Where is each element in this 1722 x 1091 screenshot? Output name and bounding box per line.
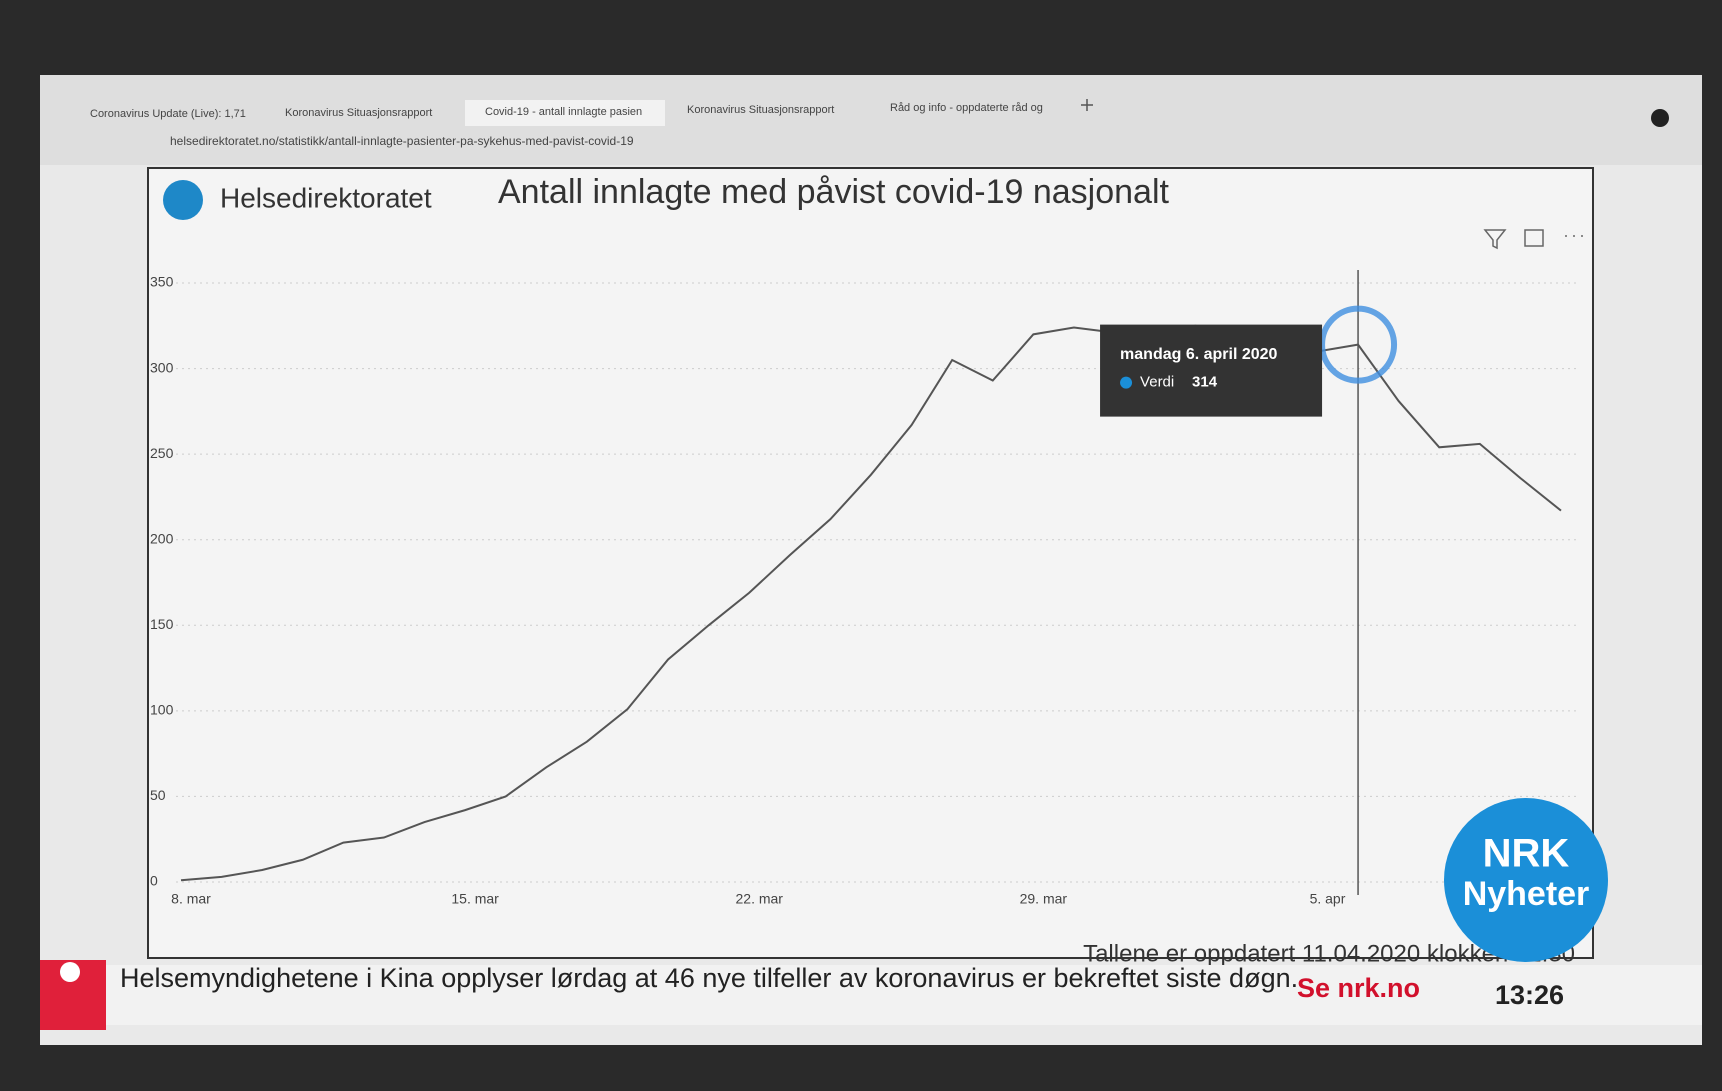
tooltip-label: Verdi [1140, 374, 1174, 391]
tooltip-swatch [1120, 377, 1132, 389]
tab-title[interactable]: Coronavirus Update (Live): 1,71 [90, 108, 246, 120]
x-tick-label: 22. mar [736, 891, 784, 907]
ticker-dot [60, 962, 80, 982]
tooltip-title: mandag 6. april 2020 [1120, 346, 1278, 363]
tab-title[interactable]: Koronavirus Situasjonsrapport [687, 104, 834, 116]
badge-line1: NRK [1483, 832, 1570, 876]
browser-chrome [40, 75, 1702, 165]
y-tick-label: 0 [150, 873, 158, 889]
tab-title[interactable]: Koronavirus Situasjonsrapport [285, 107, 432, 119]
ticker-link: Se nrk.no [1297, 973, 1420, 1003]
y-tick-label: 100 [150, 702, 174, 718]
tab-title[interactable]: Covid-19 - antall innlagte pasien [485, 106, 642, 118]
tab-title[interactable]: Råd og info - oppdaterte råd og [890, 102, 1043, 114]
chart-title: Antall innlagte med påvist covid-19 nasj… [498, 173, 1170, 211]
page: Coronavirus Update (Live): 1,71 Koronavi… [0, 0, 1722, 1091]
tooltip-box [1100, 325, 1322, 417]
profile-icon[interactable] [1651, 109, 1669, 127]
x-tick-label: 29. mar [1020, 891, 1068, 907]
address-bar[interactable]: helsedirektoratet.no/statistikk/antall-i… [170, 134, 634, 148]
y-tick-label: 250 [150, 445, 174, 461]
y-tick-label: 50 [150, 787, 166, 803]
logo-text: Helsedirektoratet [220, 182, 432, 213]
x-tick-label: 8. mar [171, 891, 211, 907]
y-tick-label: 350 [150, 274, 174, 290]
tooltip-value: 314 [1192, 374, 1218, 391]
y-tick-label: 200 [150, 530, 174, 546]
ticker-text: Helsemyndighetene i Kina opplyser lørdag… [120, 963, 1298, 993]
y-tick-label: 150 [150, 616, 174, 632]
screen-photo: Coronavirus Update (Live): 1,71 Koronavi… [0, 0, 1722, 1091]
x-tick-label: 15. mar [451, 891, 499, 907]
x-tick-label: 5. apr [1310, 891, 1346, 907]
ticker-clock: 13:26 [1495, 980, 1564, 1010]
badge-line2: Nyheter [1463, 875, 1590, 913]
y-tick-label: 300 [150, 359, 174, 375]
logo-icon [163, 180, 203, 220]
